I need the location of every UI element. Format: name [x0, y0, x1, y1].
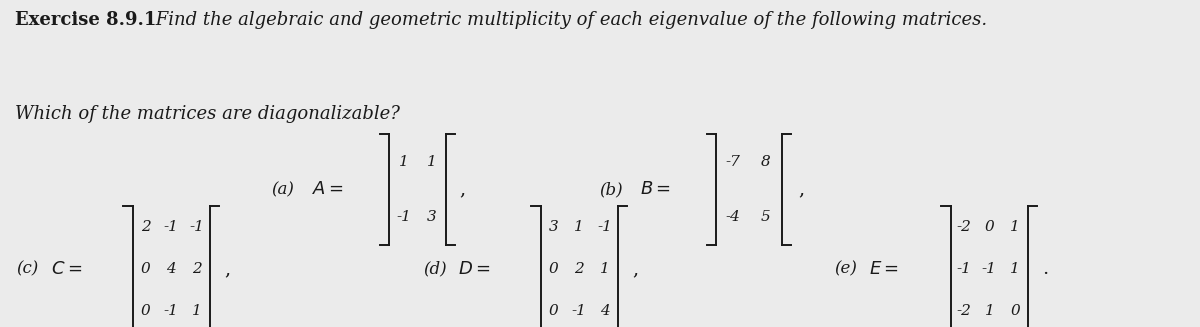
- Text: 2: 2: [192, 262, 202, 276]
- Text: 1: 1: [398, 155, 408, 169]
- Text: 1: 1: [1010, 220, 1020, 234]
- Text: ,: ,: [798, 181, 804, 198]
- Text: $D=$: $D=$: [458, 260, 491, 278]
- Text: ,: ,: [460, 181, 466, 198]
- Text: (e): (e): [834, 260, 857, 277]
- Text: .: .: [1042, 260, 1049, 278]
- Text: 0: 0: [1010, 304, 1020, 318]
- Text: 2: 2: [575, 262, 584, 276]
- Text: -2: -2: [956, 304, 971, 318]
- Text: (d): (d): [424, 260, 446, 277]
- Text: 0: 0: [140, 262, 150, 276]
- Text: Exercise 8.9.1: Exercise 8.9.1: [16, 11, 157, 29]
- Text: -1: -1: [164, 220, 179, 234]
- Text: (b): (b): [599, 181, 623, 198]
- Text: $B=$: $B=$: [640, 181, 671, 198]
- Text: $C=$: $C=$: [50, 260, 82, 278]
- Text: 1: 1: [1010, 262, 1020, 276]
- Text: $A=$: $A=$: [312, 181, 344, 198]
- Text: 0: 0: [984, 220, 995, 234]
- Text: 5: 5: [761, 210, 770, 224]
- Text: -1: -1: [396, 210, 410, 224]
- Text: 4: 4: [600, 304, 610, 318]
- Text: Find the algebraic and geometric multiplicity of each eigenvalue of the followin: Find the algebraic and geometric multipl…: [150, 11, 988, 29]
- Text: 1: 1: [600, 262, 610, 276]
- Text: -1: -1: [190, 220, 204, 234]
- Text: -1: -1: [598, 220, 612, 234]
- Text: 0: 0: [140, 304, 150, 318]
- Text: 1: 1: [427, 155, 437, 169]
- Text: 2: 2: [140, 220, 150, 234]
- Text: 0: 0: [548, 304, 558, 318]
- Text: -1: -1: [982, 262, 997, 276]
- Text: 4: 4: [167, 262, 176, 276]
- Text: -4: -4: [725, 210, 740, 224]
- Text: (a): (a): [271, 181, 294, 198]
- Text: 3: 3: [548, 220, 558, 234]
- Text: (c): (c): [17, 260, 38, 277]
- Text: ,: ,: [632, 260, 638, 278]
- Text: -2: -2: [956, 220, 971, 234]
- Text: 3: 3: [427, 210, 437, 224]
- Text: -1: -1: [164, 304, 179, 318]
- Text: 1: 1: [192, 304, 202, 318]
- Text: -1: -1: [571, 304, 587, 318]
- Text: -1: -1: [956, 262, 971, 276]
- Text: 1: 1: [575, 220, 584, 234]
- Text: 1: 1: [984, 304, 995, 318]
- Text: $E=$: $E=$: [869, 260, 899, 278]
- Text: -7: -7: [725, 155, 740, 169]
- Text: 0: 0: [548, 262, 558, 276]
- Text: ,: ,: [224, 260, 230, 278]
- Text: Which of the matrices are diagonalizable?: Which of the matrices are diagonalizable…: [16, 105, 401, 123]
- Text: 8: 8: [761, 155, 770, 169]
